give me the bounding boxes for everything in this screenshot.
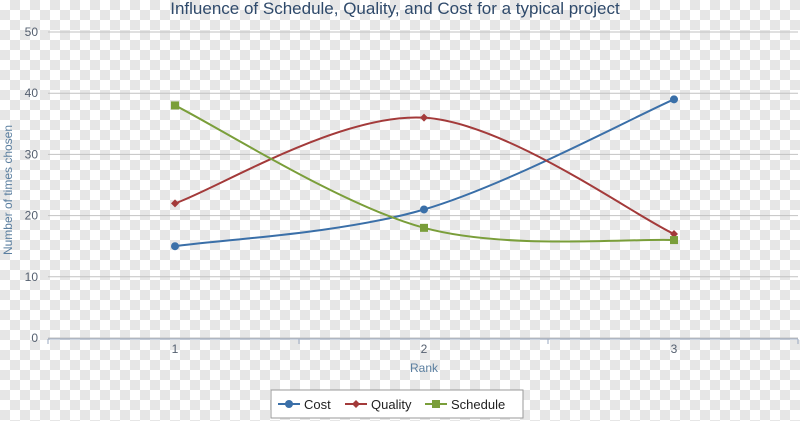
data-point-cost [670, 95, 678, 104]
data-point-schedule [420, 223, 428, 232]
legend-marker-cost [285, 400, 293, 408]
legend-box [270, 389, 524, 419]
data-point-quality [171, 199, 179, 208]
legend: Cost Quality Schedule [270, 389, 524, 419]
x-tick-label: 3 [671, 342, 678, 356]
data-point-schedule [171, 101, 179, 110]
x-axis-label: Rank [410, 361, 439, 375]
y-tick-label: 10 [25, 270, 39, 284]
data-point-schedule [670, 236, 678, 245]
legend-item-quality: Quality [345, 397, 412, 412]
x-tick-label: 2 [421, 342, 428, 356]
legend-marker-schedule [432, 400, 440, 408]
y-tick-label: 30 [25, 147, 39, 161]
data-point-quality [420, 113, 428, 122]
series-quality [171, 113, 678, 238]
x-axis-ticks: 1 2 3 [172, 342, 678, 356]
series-layer [171, 95, 678, 251]
series-line-schedule [174, 104, 675, 243]
y-tick-label: 20 [25, 209, 39, 223]
legend-label-quality: Quality [371, 397, 412, 412]
series-schedule [171, 101, 678, 245]
legend-marker-quality [352, 400, 360, 408]
legend-item-cost: Cost [278, 397, 331, 412]
chart-title: Influence of Schedule, Quality, and Cost… [170, 0, 620, 18]
x-tick-label: 1 [172, 342, 179, 356]
legend-label-cost: Cost [304, 397, 331, 412]
y-tick-label: 0 [31, 331, 38, 345]
y-axis-ticks: 0 10 20 30 40 50 [25, 25, 39, 345]
y-axis-label: Number of times chosen [1, 125, 15, 255]
series-cost [171, 95, 678, 251]
data-point-quality [670, 229, 678, 238]
legend-label-schedule: Schedule [451, 397, 505, 412]
grid [47, 31, 799, 344]
legend-item-schedule: Schedule [425, 397, 505, 412]
data-point-cost [420, 205, 428, 214]
y-tick-label: 40 [25, 86, 39, 100]
data-point-cost [171, 242, 179, 251]
y-tick-label: 50 [25, 25, 39, 39]
